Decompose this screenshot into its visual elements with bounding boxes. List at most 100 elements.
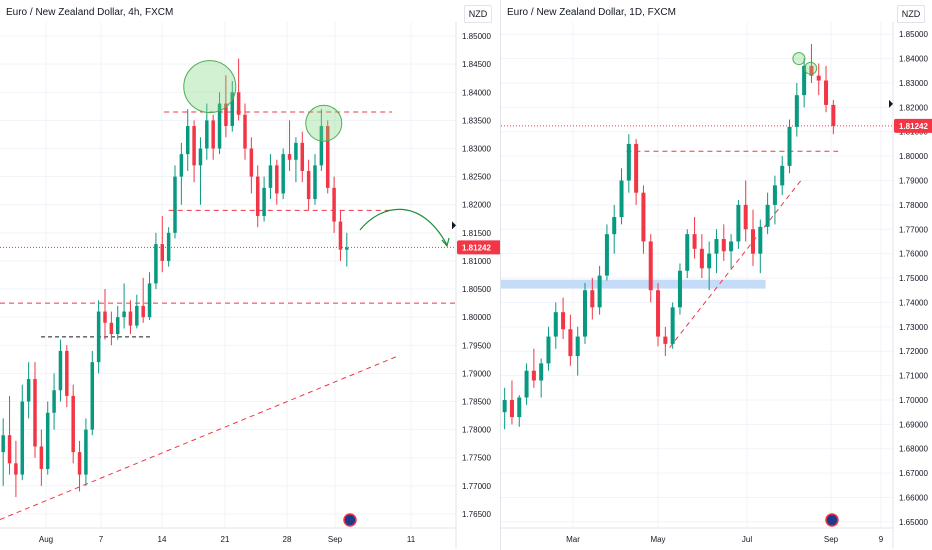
candle-body — [575, 336, 580, 357]
candle — [7, 395, 12, 475]
candle-body — [20, 401, 25, 475]
candle-body — [338, 221, 343, 250]
candle-body — [685, 234, 690, 271]
last-price-badge — [894, 118, 932, 133]
candle-body — [780, 165, 785, 186]
y-tick-label: 1.72000 — [899, 347, 928, 356]
candle-body — [281, 154, 285, 194]
candle-body — [287, 154, 292, 160]
candle-body — [275, 165, 279, 194]
candle-body — [122, 311, 126, 318]
currency-badge[interactable]: NZD — [464, 5, 492, 23]
candle — [714, 229, 719, 274]
candle — [141, 277, 145, 323]
chart-1d-svg[interactable]: 1.850001.840001.830001.820001.810001.800… — [501, 0, 932, 550]
highlight-circle — [792, 52, 806, 66]
highlight-circle — [804, 61, 818, 75]
candle-body — [677, 270, 682, 308]
chart-pane-4h[interactable]: 1.85000 1.84500 1.84000 1.83500 1.83000 1.825… — [0, 0, 500, 550]
candle-body — [147, 283, 152, 318]
candle — [300, 131, 305, 183]
candle-body — [325, 126, 330, 188]
y-tick-label: 1.84000 — [462, 88, 491, 97]
candle — [224, 75, 228, 138]
candle — [294, 137, 298, 183]
candle-body — [90, 362, 95, 430]
candle-body — [604, 234, 609, 276]
highlight-circle — [183, 60, 237, 114]
candle-body — [319, 126, 324, 166]
chart-pane-1d[interactable]: 1.850001.840001.830001.820001.810001.800… — [500, 0, 932, 550]
candle-body — [109, 322, 114, 335]
candle — [103, 289, 107, 340]
candle-body — [7, 435, 12, 464]
candle-body — [192, 126, 196, 166]
y-tick-label: 1.84500 — [462, 60, 491, 69]
candle — [236, 58, 241, 121]
candle-body — [243, 114, 247, 149]
candle — [332, 176, 336, 233]
y-tick-label: 1.79500 — [462, 341, 491, 350]
candle — [794, 82, 799, 137]
candle — [648, 234, 653, 303]
candle — [750, 209, 756, 266]
candle — [729, 234, 734, 269]
y-tick-label: 1.79000 — [462, 369, 491, 378]
candle — [58, 339, 63, 402]
candle — [338, 210, 343, 261]
chart-4h-svg[interactable]: 1.85000 1.84500 1.84000 1.83500 1.83000 1.825… — [0, 0, 500, 550]
y-tick-label: 1.67000 — [899, 469, 928, 478]
candle — [275, 159, 279, 205]
x-tick-label: 9 — [879, 535, 884, 544]
candle — [71, 384, 75, 464]
candle-body — [166, 232, 171, 261]
candle — [173, 165, 177, 239]
candle — [306, 159, 311, 211]
candle-body — [262, 187, 266, 216]
y-tick-label: 1.82000 — [899, 103, 928, 112]
candle-body — [509, 399, 514, 418]
arrow-head-icon — [441, 237, 450, 248]
candle-body — [141, 305, 145, 318]
candle — [612, 204, 617, 254]
candle-body — [300, 142, 305, 171]
currency-badge[interactable]: NZD — [897, 5, 925, 23]
candle — [185, 109, 190, 171]
y-tick-label: 1.80000 — [462, 313, 491, 322]
y-tick-label: 1.70000 — [899, 396, 928, 405]
x-tick-label: 7 — [99, 535, 104, 544]
candle-body — [255, 176, 260, 216]
candle-body — [816, 75, 821, 81]
candle-body — [714, 239, 719, 254]
candle-body — [641, 192, 646, 242]
candle-body — [707, 253, 712, 269]
candle — [262, 176, 266, 222]
candle-body — [71, 395, 75, 453]
candle — [255, 165, 260, 228]
candle-body — [249, 148, 254, 177]
candle-body — [185, 126, 190, 155]
x-tick-label: Mar — [566, 535, 580, 544]
x-tick-label: 21 — [221, 535, 230, 544]
candle — [582, 282, 588, 344]
y-tick-label: 1.78000 — [899, 201, 928, 210]
candle-body — [135, 305, 139, 326]
candle — [575, 326, 580, 376]
candle-body — [160, 244, 165, 261]
forecast-arrow — [359, 208, 448, 246]
x-tick-label: Sep — [824, 535, 839, 544]
candle — [502, 387, 507, 430]
candle-body — [294, 142, 298, 160]
y-tick-label: 1.76000 — [899, 250, 928, 259]
y-tick-label: 1.71000 — [899, 372, 928, 381]
y-tick-label: 1.81500 — [462, 229, 491, 238]
candle — [166, 227, 171, 267]
candle — [699, 234, 704, 279]
candle — [787, 119, 792, 174]
x-tick-label: Aug — [39, 535, 53, 544]
y-tick-label: 1.82500 — [462, 173, 491, 182]
y-tick-label: 1.66000 — [899, 494, 928, 503]
candle-body — [758, 226, 763, 254]
x-tick-label: Sep — [328, 535, 343, 544]
candle-body — [663, 336, 668, 344]
